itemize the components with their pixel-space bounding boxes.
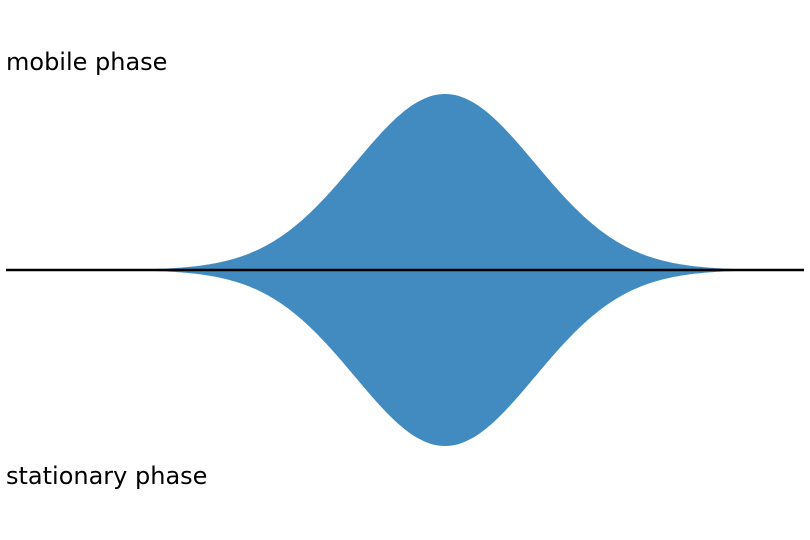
stationary-phase-peak	[140, 270, 750, 446]
mobile-phase-peak	[140, 94, 750, 270]
stationary-phase-label: stationary phase	[6, 462, 208, 490]
mobile-phase-label: mobile phase	[6, 48, 168, 76]
